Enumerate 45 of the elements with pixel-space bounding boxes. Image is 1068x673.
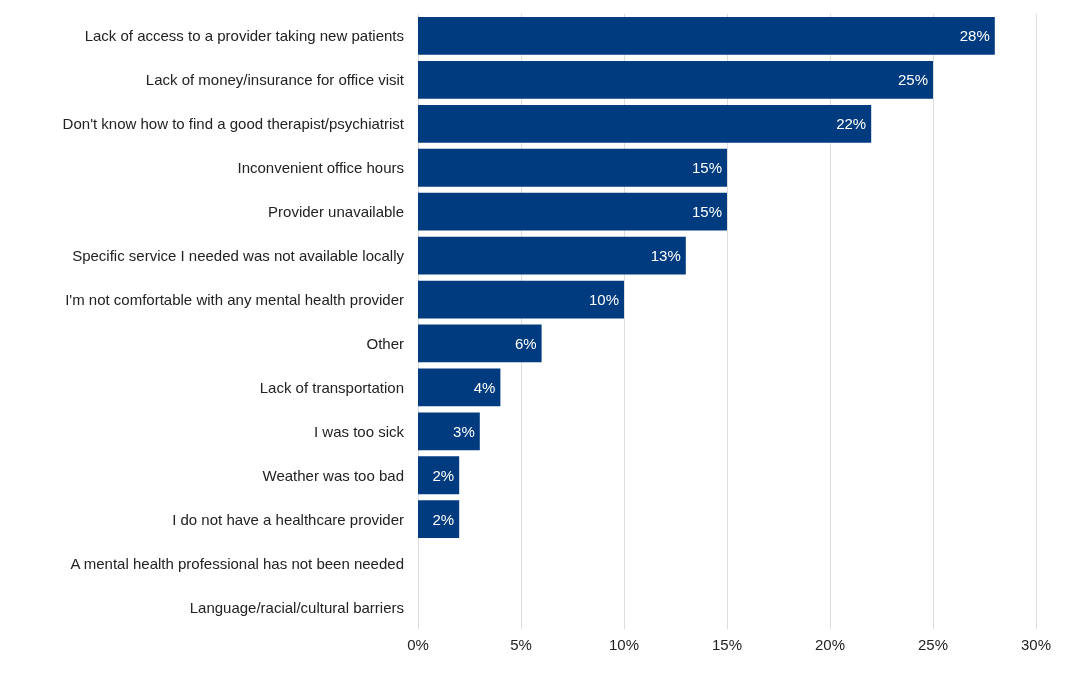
bar	[418, 17, 995, 55]
data-label: 3%	[453, 422, 475, 440]
x-tick-label: 15%	[711, 636, 743, 653]
bar	[418, 324, 542, 363]
y-tick-label: I was too sick	[313, 422, 405, 440]
data-label: 25%	[897, 71, 928, 89]
x-tick-label: 5%	[510, 636, 532, 653]
y-tick-label: Lack of money/insurance for office visit	[145, 71, 405, 89]
data-label: 15%	[691, 203, 722, 221]
bar	[418, 412, 480, 451]
y-tick-label: Other	[366, 334, 404, 352]
bar	[418, 236, 686, 275]
bar	[418, 148, 727, 187]
data-label: 22%	[836, 115, 867, 133]
x-tick-label: 10%	[608, 636, 640, 653]
bar	[418, 104, 872, 143]
y-tick-label: Lack of transportation	[259, 378, 404, 396]
y-tick-label: Inconvenient office hours	[237, 159, 404, 177]
y-tick-label: Language/racial/cultural barriers	[189, 598, 404, 616]
x-tick-label: 0%	[407, 636, 429, 653]
y-tick-label: A mental health professional has not been needed	[70, 554, 404, 572]
data-label: 2%	[432, 510, 455, 528]
x-tick-label: 30%	[1020, 636, 1052, 653]
y-tick-label: Don't know how to find a good therapist/psychiatrist	[62, 115, 405, 133]
y-tick-label: I'm not comfortable with any mental health provider	[65, 291, 404, 309]
data-label: 2%	[432, 466, 455, 484]
data-label: 6%	[514, 334, 537, 352]
bar	[418, 500, 460, 539]
y-tick-label: Specific service I needed was not available locally	[72, 247, 405, 265]
data-label: 4%	[473, 378, 496, 396]
y-tick-label: I do not have a healthcare provider	[172, 510, 404, 528]
y-tick-label: Provider unavailable	[268, 203, 404, 221]
data-label: 13%	[650, 247, 681, 265]
bar	[418, 456, 460, 495]
y-tick-label: Lack of access to a provider taking new patients	[84, 27, 404, 45]
data-label: 10%	[588, 291, 619, 309]
bar	[418, 192, 727, 231]
x-tick-label: 20%	[814, 636, 846, 653]
y-tick-label: Weather was too bad	[262, 466, 404, 484]
data-label: 28%	[959, 27, 990, 45]
bar	[418, 61, 933, 99]
x-tick-label: 25%	[917, 636, 949, 653]
bar	[418, 280, 624, 319]
data-label: 15%	[691, 159, 722, 177]
bar	[418, 368, 501, 407]
